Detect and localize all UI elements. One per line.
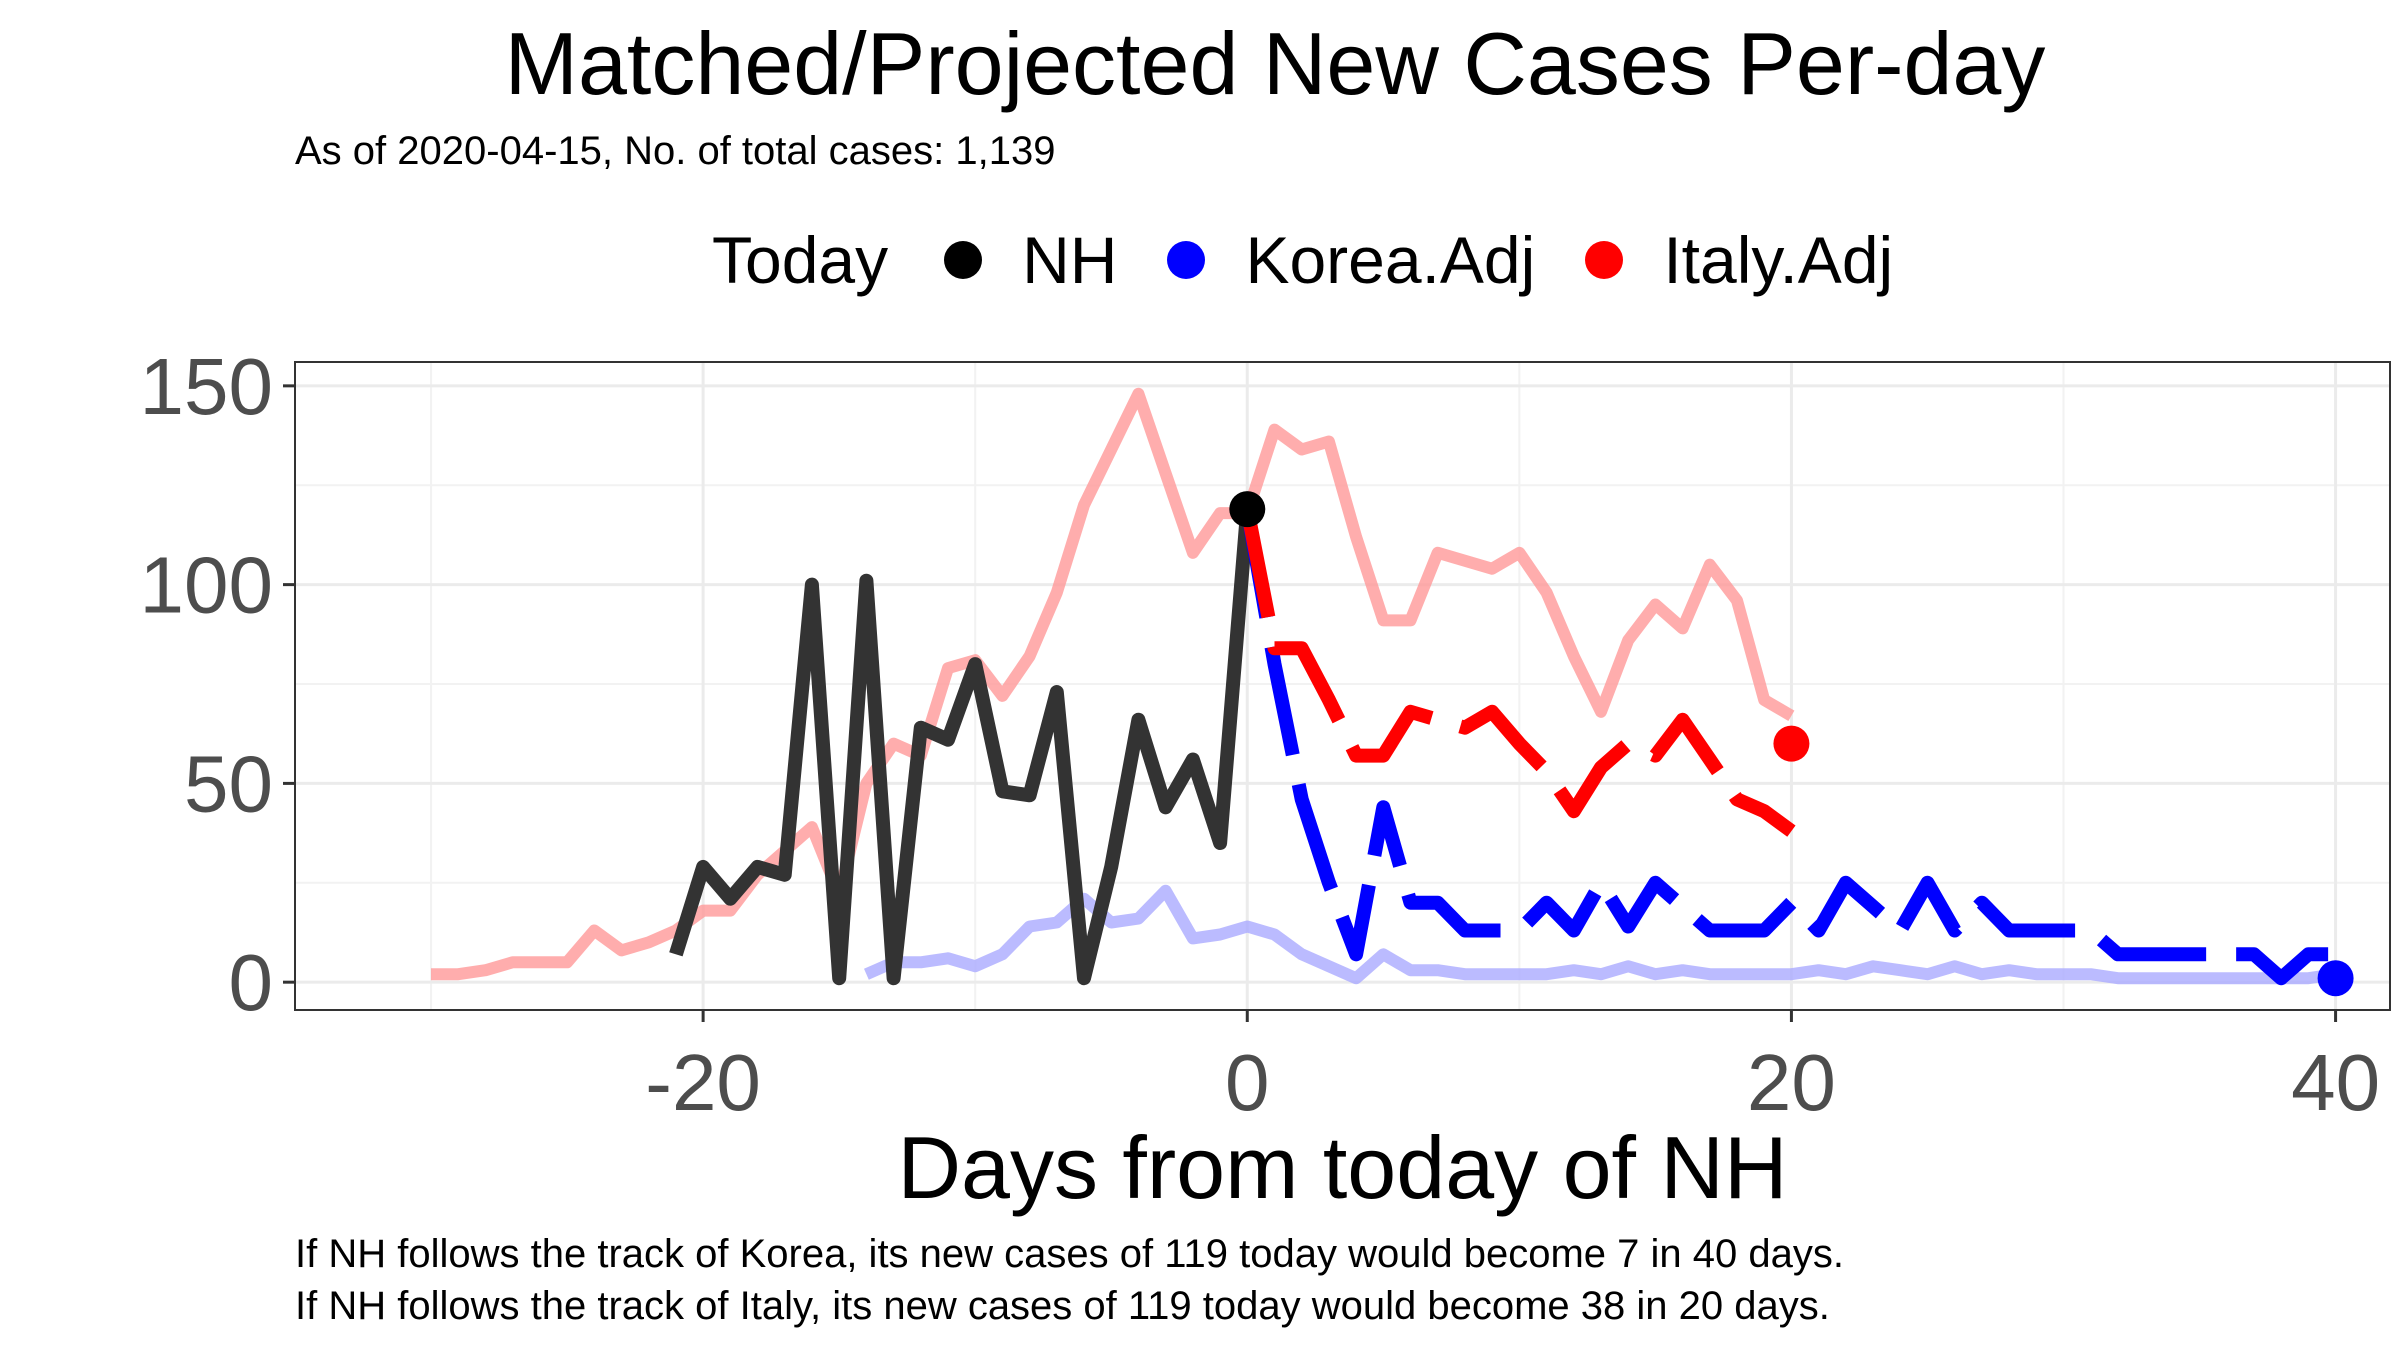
- plot-area: [431, 387, 2354, 997]
- caption-korea: If NH follows the track of Korea, its ne…: [295, 1232, 1844, 1276]
- y-tick-label: 50: [184, 739, 273, 828]
- plot-border: [294, 361, 2391, 1011]
- y-tick-label: 0: [229, 938, 274, 1027]
- legend-item-korea: Korea.Adj: [1167, 222, 1535, 298]
- legend-item-italy: Italy.Adj: [1585, 222, 1893, 298]
- legend-dot-nh: [944, 241, 983, 279]
- series-line-korea-adj-historical: [863, 884, 2337, 985]
- legend-label-nh: NH: [1022, 223, 1118, 297]
- legend-label-italy: Italy.Adj: [1663, 223, 1894, 297]
- today-point: [1229, 491, 1266, 528]
- axes: -20 0 20 40 0 50 100 150: [140, 342, 2381, 1127]
- legend-title: Today: [712, 223, 889, 297]
- y-tick-label: 150: [140, 342, 273, 431]
- series-line-korea-adj-projected: [1240, 507, 2336, 986]
- series-line-italy-adj-historical: [431, 387, 1795, 981]
- grid: [295, 362, 2390, 1010]
- x-tick-label: 40: [2291, 1038, 2380, 1127]
- series-line-italy-adj-projected: [1240, 507, 1796, 837]
- chart-subtitle: As of 2020-04-15, No. of total cases: 1,…: [295, 129, 1056, 173]
- legend-item-nh: NH: [944, 222, 1117, 298]
- endpoint-korea-adj: [2317, 960, 2354, 997]
- legend-dot-korea: [1167, 241, 1206, 279]
- series-line-nh-actual: [669, 508, 1255, 986]
- x-tick-label: -20: [645, 1038, 761, 1127]
- x-axis-label: Days from today of NH: [897, 1118, 1787, 1217]
- endpoint-italy-adj: [1773, 725, 1810, 762]
- x-tick-label: 20: [1747, 1038, 1836, 1127]
- caption: If NH follows the track of Korea, its ne…: [295, 1228, 1844, 1332]
- legend-label-korea: Korea.Adj: [1245, 223, 1536, 297]
- legend: Today NH Korea.Adj Italy.Adj: [712, 220, 1943, 300]
- caption-italy: If NH follows the track of Italy, its ne…: [295, 1284, 1830, 1328]
- legend-dot-italy: [1585, 241, 1624, 279]
- y-tick-label: 100: [140, 541, 273, 630]
- x-tick-label: 0: [1225, 1038, 1270, 1127]
- chart-title: Matched/Projected New Cases Per-day: [504, 14, 2046, 113]
